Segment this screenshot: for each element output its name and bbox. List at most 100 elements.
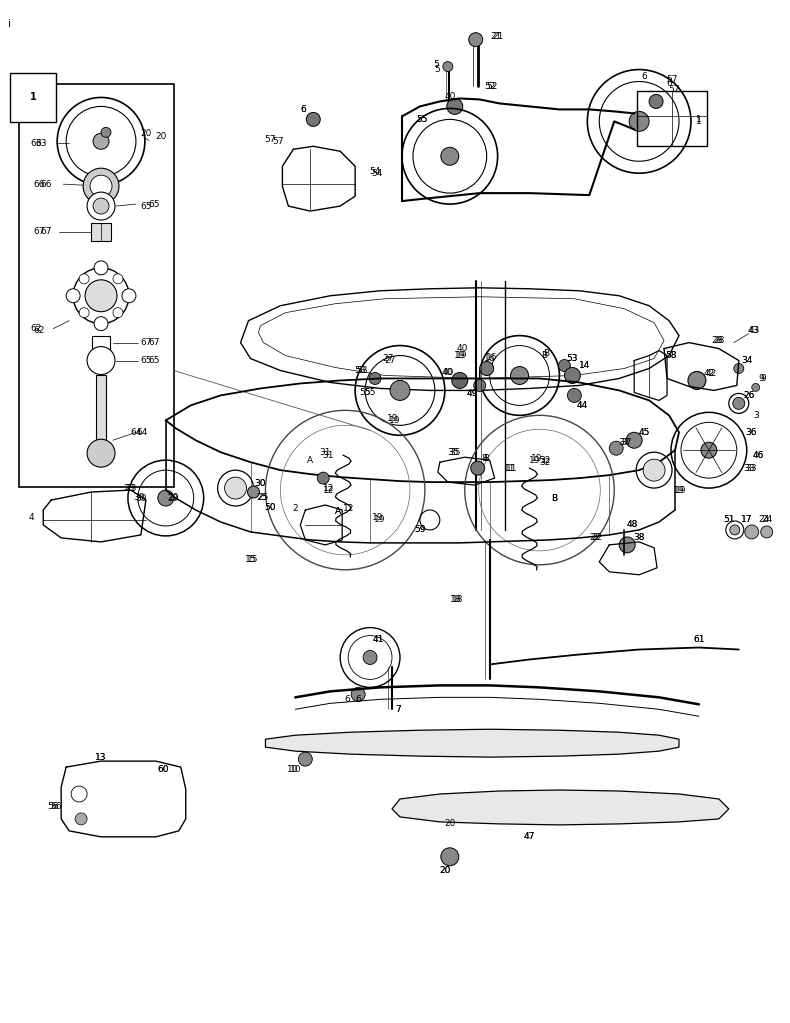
- Text: 67: 67: [33, 227, 45, 236]
- Text: 6: 6: [641, 72, 647, 81]
- Bar: [638, 91, 707, 146]
- Text: 31: 31: [322, 451, 334, 459]
- Text: 38: 38: [634, 533, 645, 542]
- Text: B: B: [551, 493, 558, 502]
- Text: A: A: [335, 507, 341, 517]
- Text: 61: 61: [693, 635, 705, 644]
- Text: 65: 65: [149, 356, 160, 365]
- Text: 6: 6: [300, 105, 307, 114]
- Text: 20: 20: [444, 819, 456, 829]
- Text: 8: 8: [482, 453, 487, 462]
- Text: 13: 13: [96, 753, 107, 762]
- Circle shape: [701, 442, 717, 458]
- Polygon shape: [392, 790, 729, 825]
- Circle shape: [619, 537, 635, 552]
- Text: 11: 11: [504, 463, 515, 473]
- Text: 53: 53: [355, 366, 366, 375]
- Text: 19: 19: [454, 351, 465, 360]
- Text: 2: 2: [292, 503, 298, 513]
- Circle shape: [299, 752, 312, 766]
- Text: 50: 50: [265, 502, 276, 512]
- Circle shape: [113, 308, 123, 318]
- Text: 7: 7: [395, 705, 401, 714]
- Text: 1: 1: [30, 92, 36, 102]
- Circle shape: [75, 813, 87, 825]
- Text: 6: 6: [666, 79, 672, 88]
- Circle shape: [441, 147, 459, 166]
- Text: 64: 64: [136, 428, 147, 437]
- Text: 27: 27: [384, 356, 396, 365]
- Circle shape: [94, 317, 108, 330]
- Text: 18: 18: [452, 595, 464, 605]
- Text: 37: 37: [619, 438, 630, 447]
- Text: 5: 5: [434, 65, 440, 74]
- Text: 43: 43: [749, 326, 761, 336]
- Text: 46: 46: [753, 451, 765, 459]
- Circle shape: [85, 280, 117, 312]
- Text: 14: 14: [578, 361, 590, 370]
- Text: 12: 12: [343, 503, 354, 513]
- Circle shape: [158, 490, 174, 506]
- Text: 66: 66: [40, 180, 52, 188]
- Text: 19: 19: [374, 516, 386, 525]
- Circle shape: [369, 372, 381, 385]
- Text: 60: 60: [157, 764, 168, 773]
- Text: 13: 13: [96, 753, 107, 762]
- Text: 56: 56: [47, 802, 59, 811]
- Text: 18: 18: [450, 595, 461, 605]
- Text: 7: 7: [395, 705, 401, 714]
- Text: 29: 29: [167, 492, 179, 501]
- Text: 65: 65: [140, 202, 152, 211]
- Circle shape: [79, 274, 89, 283]
- Text: 10: 10: [287, 764, 298, 773]
- Text: 36: 36: [745, 428, 757, 437]
- Text: 47: 47: [524, 833, 535, 841]
- Text: 1: 1: [696, 117, 702, 126]
- Text: 65: 65: [149, 199, 160, 209]
- Circle shape: [468, 33, 483, 47]
- Text: 3: 3: [753, 411, 758, 419]
- Circle shape: [224, 477, 246, 499]
- Circle shape: [79, 308, 89, 318]
- Circle shape: [363, 651, 377, 665]
- Text: 42: 42: [705, 369, 717, 377]
- Circle shape: [122, 288, 136, 303]
- Text: 10: 10: [290, 764, 301, 773]
- Circle shape: [93, 133, 109, 149]
- Text: 12: 12: [322, 484, 334, 493]
- Text: 62: 62: [33, 326, 45, 336]
- Text: 44: 44: [577, 401, 588, 410]
- Text: B: B: [551, 493, 558, 502]
- Text: 8: 8: [483, 453, 490, 462]
- Circle shape: [643, 459, 665, 481]
- Text: 52: 52: [484, 82, 495, 91]
- Text: 45: 45: [638, 428, 650, 437]
- Text: 32: 32: [539, 455, 550, 464]
- Text: 57: 57: [666, 75, 678, 84]
- Circle shape: [626, 433, 642, 448]
- Text: 50: 50: [265, 502, 276, 512]
- Text: 48: 48: [626, 521, 638, 530]
- Circle shape: [443, 61, 453, 72]
- Text: 37: 37: [620, 438, 632, 447]
- Text: 19: 19: [372, 514, 384, 523]
- Text: 67: 67: [40, 227, 52, 236]
- Text: 16: 16: [486, 353, 498, 362]
- Text: 53: 53: [566, 354, 578, 363]
- Circle shape: [101, 127, 111, 137]
- Text: 20: 20: [156, 132, 167, 141]
- Text: 1: 1: [696, 115, 702, 124]
- Text: 19: 19: [456, 351, 468, 360]
- Text: 57: 57: [265, 135, 276, 144]
- Text: 48: 48: [626, 521, 638, 530]
- Text: 9: 9: [759, 374, 765, 383]
- Text: 56: 56: [51, 802, 62, 811]
- Circle shape: [390, 381, 410, 400]
- Text: 27: 27: [382, 354, 393, 363]
- Text: 16: 16: [484, 354, 495, 363]
- Text: 55: 55: [364, 388, 376, 397]
- Text: 53: 53: [566, 354, 578, 363]
- Text: 25: 25: [258, 492, 269, 501]
- Text: 35: 35: [449, 448, 461, 456]
- Text: 65: 65: [140, 356, 152, 365]
